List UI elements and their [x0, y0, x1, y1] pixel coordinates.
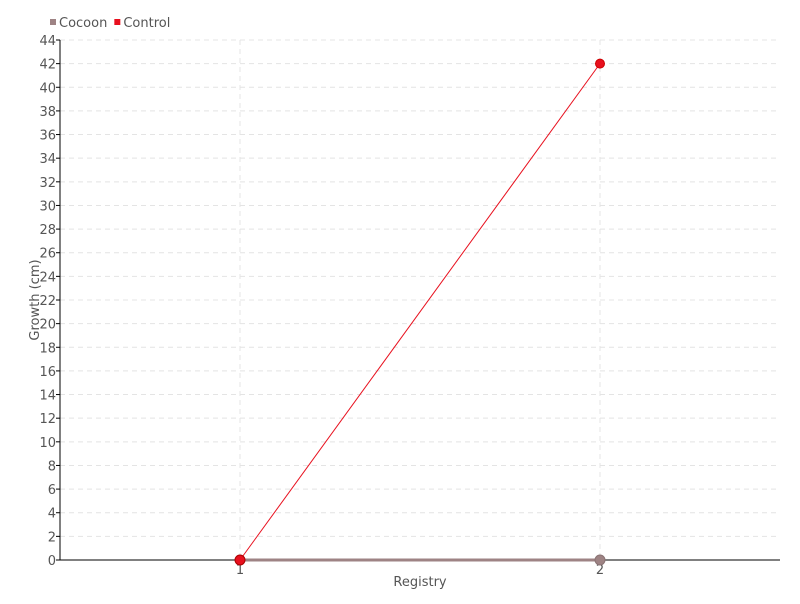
legend: Cocoon Control [50, 16, 170, 31]
y-tick-label: 0 [48, 554, 56, 569]
x-axis-label: Registry [393, 575, 447, 590]
data-point-cocoon [594, 554, 606, 566]
data-point-control [595, 58, 605, 69]
x-tick-label: 1 [236, 563, 244, 578]
y-tick-label: 36 [39, 129, 56, 144]
y-tick-label: 22 [39, 294, 56, 309]
y-tick-label: 8 [48, 459, 56, 474]
y-tick-label: 16 [39, 365, 56, 380]
y-tick-label: 32 [39, 176, 56, 191]
y-tick-label: 26 [39, 247, 56, 262]
x-tick-label: 2 [596, 563, 604, 578]
y-tick-label: 34 [39, 152, 56, 167]
y-tick-label: 20 [39, 318, 56, 333]
y-tick-label: 10 [39, 436, 56, 451]
y-tick-label: 4 [48, 507, 56, 522]
y-tick-label: 40 [39, 81, 56, 96]
series [234, 58, 606, 566]
series-line-control [239, 63, 601, 561]
legend-label-control: Control [123, 16, 170, 31]
y-tick-label: 24 [39, 270, 56, 285]
y-tick-label: 42 [39, 58, 56, 73]
legend-swatch-cocoon [50, 19, 56, 25]
y-tick-label: 2 [48, 530, 56, 545]
legend-label-cocoon: Cocoon [59, 16, 107, 31]
legend-swatch-control [114, 19, 121, 25]
y-tick-label: 6 [48, 483, 56, 498]
data-point-control [234, 554, 246, 566]
y-tick-label: 12 [39, 412, 56, 427]
y-tick-label: 30 [39, 199, 56, 214]
y-axis-label: Growth (cm) [28, 259, 43, 340]
grid [60, 39, 780, 560]
y-tick-label: 28 [39, 223, 56, 238]
y-tick-label: 18 [39, 341, 56, 356]
axes: 0246810121416182022242628303234363840424… [39, 34, 780, 578]
y-tick-label: 44 [39, 34, 56, 49]
y-tick-label: 14 [39, 389, 56, 404]
y-tick-label: 38 [39, 105, 56, 120]
